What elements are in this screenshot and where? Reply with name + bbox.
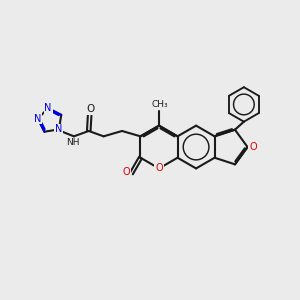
Text: CH₃: CH₃ [151, 100, 168, 109]
Text: N: N [34, 114, 41, 124]
Text: O: O [155, 164, 163, 173]
Text: O: O [122, 167, 130, 177]
Text: O: O [249, 142, 257, 152]
Text: O: O [86, 104, 94, 114]
Text: N: N [55, 124, 63, 134]
Text: N: N [44, 103, 52, 113]
Text: NH: NH [67, 138, 80, 147]
